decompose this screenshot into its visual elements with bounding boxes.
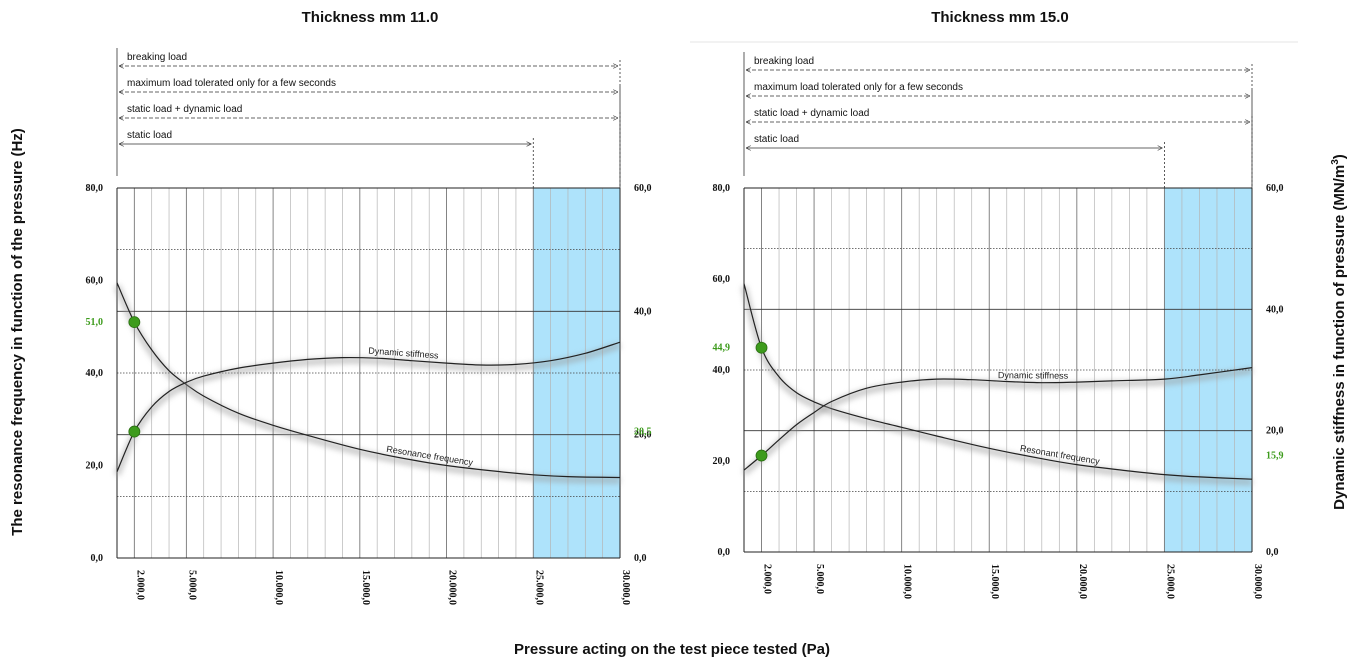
chart-panel-right: Thickness mm 15.0 breaking load maximum lo… <box>713 9 1284 599</box>
series-line <box>743 283 1253 480</box>
left-tick-label: 0,0 <box>718 547 731 558</box>
load-bar-label: static load + dynamic load <box>127 104 242 115</box>
left-tick-label: 0,0 <box>91 553 104 564</box>
right-tick-label: 20,0 <box>634 430 652 441</box>
load-bar-label: maximum load tolerated only for a few se… <box>754 82 963 93</box>
right-tick-label: 40,0 <box>1266 304 1284 315</box>
left-tick-label: 20,0 <box>713 456 731 467</box>
right-axis-title: Dynamic stiffness in function of pressur… <box>1330 154 1348 510</box>
x-tick-label: 10.000,0 <box>902 564 913 599</box>
x-tick-label: 5.000,0 <box>814 564 825 594</box>
data-marker <box>755 449 768 462</box>
load-bar-label: static load <box>127 130 172 141</box>
marker-value-label: 15,9 <box>1266 451 1284 462</box>
right-tick-label: 40,0 <box>634 306 652 317</box>
left-axis-title: The resonance frequency in function of t… <box>9 128 26 536</box>
right-tick-label: 0,0 <box>1266 547 1279 558</box>
data-marker <box>128 425 141 438</box>
series-line <box>116 341 621 472</box>
marker-value-label: 44,9 <box>713 343 731 354</box>
right-tick-label: 60,0 <box>634 183 652 194</box>
right-tick-label: 20,0 <box>1266 426 1284 437</box>
chart-title: Thickness mm 11.0 <box>302 9 439 26</box>
right-tick-label: 0,0 <box>634 553 647 564</box>
left-tick-label: 80,0 <box>86 183 104 194</box>
right-tick-label: 60,0 <box>1266 183 1284 194</box>
x-tick-label: 30.000,0 <box>620 570 631 605</box>
x-tick-label: 5.000,0 <box>186 570 197 600</box>
left-tick-label: 20,0 <box>86 461 104 472</box>
load-bar-label: breaking load <box>754 56 814 67</box>
left-tick-label: 60,0 <box>86 276 104 287</box>
load-bar-label: maximum load tolerated only for a few se… <box>127 78 336 89</box>
series-shadow <box>114 284 621 484</box>
x-tick-label: 15.000,0 <box>989 564 1000 599</box>
marker-value-label: 20,5 <box>634 427 652 438</box>
x-tick-label: 2.000,0 <box>762 564 773 594</box>
series-shadow <box>114 342 621 476</box>
data-marker <box>128 316 141 329</box>
series-label: Dynamic stiffness <box>998 370 1069 381</box>
bottom-axis-title: Pressure acting on the test piece tested… <box>514 641 830 658</box>
x-tick-label: 15.000,0 <box>360 570 371 605</box>
load-bar-label: static load + dynamic load <box>754 108 869 119</box>
x-tick-label: 20.000,0 <box>1077 564 1088 599</box>
left-tick-label: 80,0 <box>713 183 731 194</box>
series-line <box>116 282 621 479</box>
chart-panel-left: Thickness mm 11.0 breaking load maximum lo… <box>86 9 652 605</box>
x-tick-label: 25.000,0 <box>533 570 544 605</box>
load-bar-label: breaking load <box>127 52 187 63</box>
left-tick-label: 60,0 <box>713 274 731 285</box>
marker-value-label: 51,0 <box>86 317 104 328</box>
data-marker <box>755 341 768 354</box>
load-bar-label: static load <box>754 134 799 145</box>
x-tick-label: 30.000,0 <box>1252 564 1263 599</box>
x-tick-label: 25.000,0 <box>1164 564 1175 599</box>
left-tick-label: 40,0 <box>713 365 731 376</box>
chart-title: Thickness mm 15.0 <box>931 9 1069 26</box>
series-shadow <box>742 367 1253 476</box>
x-tick-label: 20.000,0 <box>447 570 458 605</box>
left-tick-label: 40,0 <box>86 368 104 379</box>
series-line <box>743 367 1253 471</box>
x-tick-label: 10.000,0 <box>273 570 284 605</box>
x-tick-label: 2.000,0 <box>134 570 145 600</box>
series-shadow <box>741 285 1253 486</box>
